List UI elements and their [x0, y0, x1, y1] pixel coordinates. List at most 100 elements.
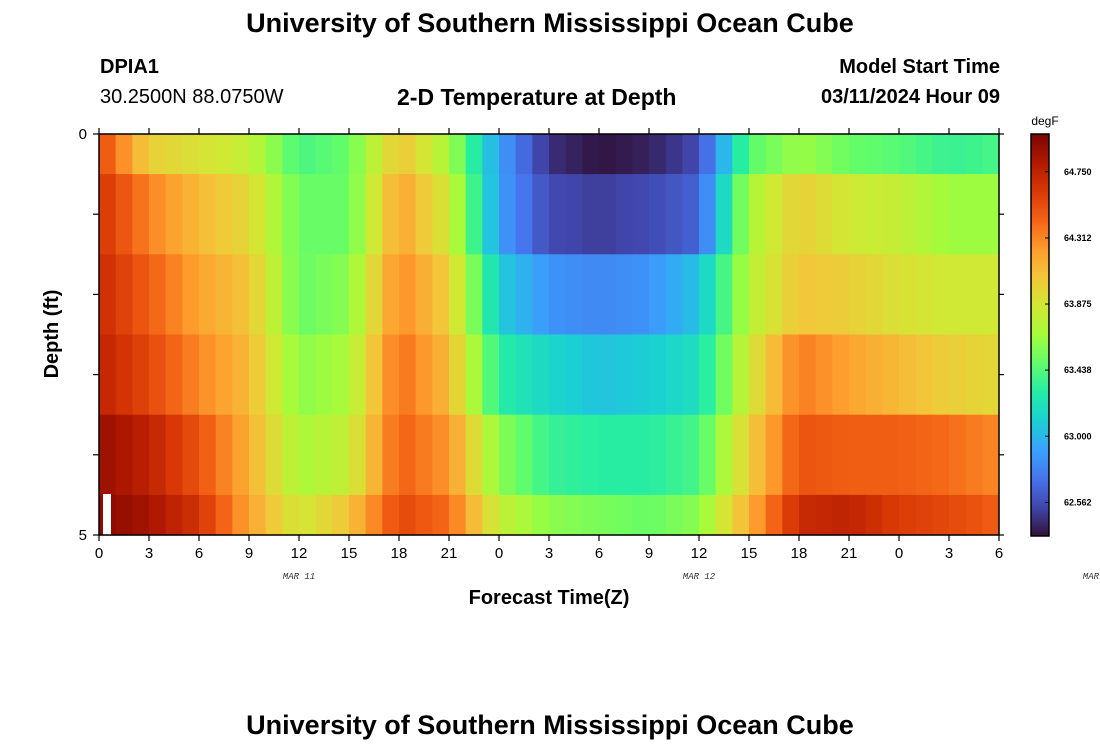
heatmap-cell	[415, 174, 433, 255]
heatmap-cell	[965, 174, 983, 255]
heatmap-cell	[332, 414, 350, 496]
heatmap-cell	[615, 174, 633, 255]
x-tick-label: 6	[195, 545, 203, 562]
heatmap-cell	[865, 494, 883, 536]
heatmap-cell	[182, 134, 200, 175]
heatmap-cell	[699, 134, 717, 175]
plot-title: 2-D Temperature at Depth	[397, 84, 677, 110]
x-tick-label: 15	[741, 545, 758, 562]
x-tick-label: 3	[545, 545, 553, 562]
heatmap-cell	[532, 414, 550, 496]
heatmap-cell	[665, 174, 683, 255]
x-tick-label: 6	[595, 545, 603, 562]
heatmap-cell	[915, 254, 933, 336]
heatmap-cell	[365, 134, 383, 175]
heatmap-cell	[365, 494, 383, 536]
heatmap-cell	[132, 334, 150, 416]
heatmap-cell	[499, 494, 517, 536]
heatmap-cell	[399, 134, 417, 175]
heatmap-cell	[215, 334, 233, 416]
heatmap-cell	[249, 134, 267, 175]
heatmap-cell	[165, 174, 183, 255]
heatmap-cell	[149, 494, 167, 536]
heatmap-cell	[265, 134, 283, 175]
heatmap-cell	[482, 174, 500, 255]
heatmap-cell	[399, 414, 417, 496]
heatmap-cell	[449, 134, 467, 175]
heatmap-cell	[632, 414, 650, 496]
heatmap-cell	[882, 494, 900, 536]
heatmap-cell	[699, 174, 717, 255]
heatmap-cell	[399, 254, 417, 336]
heatmap-cell	[782, 134, 800, 175]
heatmap-cell	[915, 414, 933, 496]
heatmap-cell	[365, 334, 383, 416]
heatmap-cell	[399, 334, 417, 416]
heatmap-cell	[715, 334, 733, 416]
heatmap-cell	[165, 494, 183, 536]
heatmap-cell	[432, 174, 450, 255]
heatmap-cell	[182, 174, 200, 255]
heatmap-cell	[765, 414, 783, 496]
heatmap-cell	[515, 494, 533, 536]
heatmap-cell	[649, 134, 667, 175]
heatmap-cell	[499, 254, 517, 336]
model-start-label: Model Start Time	[839, 56, 1000, 78]
heatmap-cell	[282, 494, 300, 536]
heatmap-cell	[515, 134, 533, 175]
station-coordinates: 30.2500N 88.0750W	[100, 86, 284, 108]
heatmap-cell	[432, 254, 450, 336]
heatmap-cell	[282, 254, 300, 336]
heatmap-cell	[615, 134, 633, 175]
x-tick-label: 9	[645, 545, 653, 562]
heatmap-cell	[415, 414, 433, 496]
x-axis-title: Forecast Time(Z)	[469, 587, 630, 609]
colorbar-tick-label: 63.875	[1064, 299, 1092, 309]
heatmap-cell	[232, 334, 250, 416]
heatmap-cell	[449, 254, 467, 336]
colorbar-tick-label: 62.562	[1064, 497, 1092, 507]
heatmap-cell	[899, 414, 917, 496]
heatmap-cell	[332, 494, 350, 536]
heatmap-cell	[549, 254, 567, 336]
heatmap-cell	[199, 414, 217, 496]
heatmap-cell	[99, 334, 117, 416]
heatmap-cell	[965, 334, 983, 416]
heatmap-cell	[899, 134, 917, 175]
heatmap-cell	[799, 334, 817, 416]
heatmap-cell	[215, 414, 233, 496]
heatmap-cell	[349, 414, 367, 496]
heatmap-cell	[415, 254, 433, 336]
heatmap-cell	[615, 254, 633, 336]
heatmap-cell	[465, 414, 483, 496]
heatmap-cell	[282, 174, 300, 255]
colorbar-gradient	[1030, 133, 1050, 537]
heatmap-cell	[715, 174, 733, 255]
heatmap-cell	[715, 134, 733, 175]
heatmap-cell	[132, 414, 150, 496]
heatmap-cell	[232, 254, 250, 336]
heatmap-cell	[649, 494, 667, 536]
y-axis-title: Depth (ft)	[41, 290, 63, 379]
heatmap-cell	[749, 174, 767, 255]
heatmap-cell	[665, 494, 683, 536]
heatmap-cell	[765, 134, 783, 175]
heatmap-cell	[932, 254, 950, 336]
heatmap-cell	[349, 134, 367, 175]
heatmap-cell	[782, 494, 800, 536]
heatmap-cell	[482, 494, 500, 536]
heatmap-cell	[382, 254, 400, 336]
heatmap-cell	[432, 334, 450, 416]
heatmap-cell	[315, 254, 333, 336]
heatmap-cell	[99, 414, 117, 496]
heatmap-cell	[915, 494, 933, 536]
heatmap-cell	[899, 494, 917, 536]
heatmap-cell	[299, 174, 317, 255]
heatmap-cell	[715, 414, 733, 496]
heatmap-cell	[865, 134, 883, 175]
heatmap-cell	[782, 334, 800, 416]
heatmap-cell	[632, 334, 650, 416]
heatmap-cell	[349, 494, 367, 536]
heatmap-cell	[749, 494, 767, 536]
heatmap-cell	[749, 334, 767, 416]
